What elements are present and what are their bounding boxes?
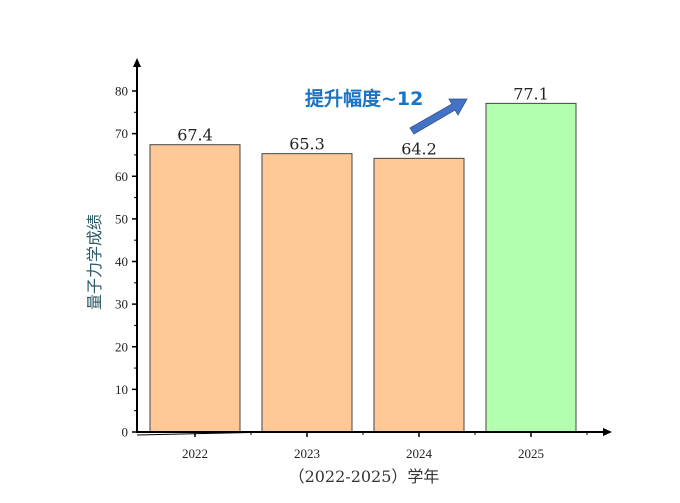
x-axis-label: （2022-2025）学年 xyxy=(289,467,440,486)
data-label-2024: 64.2 xyxy=(401,139,437,158)
data-label-2022: 67.4 xyxy=(177,126,213,145)
annotation-text: 提升幅度~12 xyxy=(305,87,423,110)
data-label-2025: 77.1 xyxy=(513,84,549,103)
y-tick-label-30: 30 xyxy=(115,297,128,312)
x-tick-label-2023: 2023 xyxy=(294,446,320,461)
bar-2022 xyxy=(149,144,241,433)
data-label-2023: 65.3 xyxy=(289,135,325,154)
bar-2023 xyxy=(261,153,353,433)
y-tick-label-60: 60 xyxy=(115,169,128,184)
y-tick-label-0: 0 xyxy=(122,425,129,440)
bar-2025 xyxy=(485,102,577,433)
y-tick-label-80: 80 xyxy=(115,84,128,99)
bar-2024 xyxy=(373,157,465,433)
y-axis-label: 量子力学成绩 xyxy=(85,214,104,310)
x-tick-label-2022: 2022 xyxy=(182,446,208,461)
y-tick-label-20: 20 xyxy=(115,339,128,354)
annotation-arrow xyxy=(409,98,468,135)
x-tick-label-2024: 2024 xyxy=(406,446,433,461)
x-axis-arrow xyxy=(603,428,612,436)
y-axis-arrow xyxy=(133,58,141,67)
y-tick-label-50: 50 xyxy=(115,211,128,226)
x-tick-label-2025: 2025 xyxy=(518,446,544,461)
y-tick-label-40: 40 xyxy=(115,254,128,269)
y-tick-label-10: 10 xyxy=(115,382,128,397)
y-tick-label-70: 70 xyxy=(115,126,128,141)
